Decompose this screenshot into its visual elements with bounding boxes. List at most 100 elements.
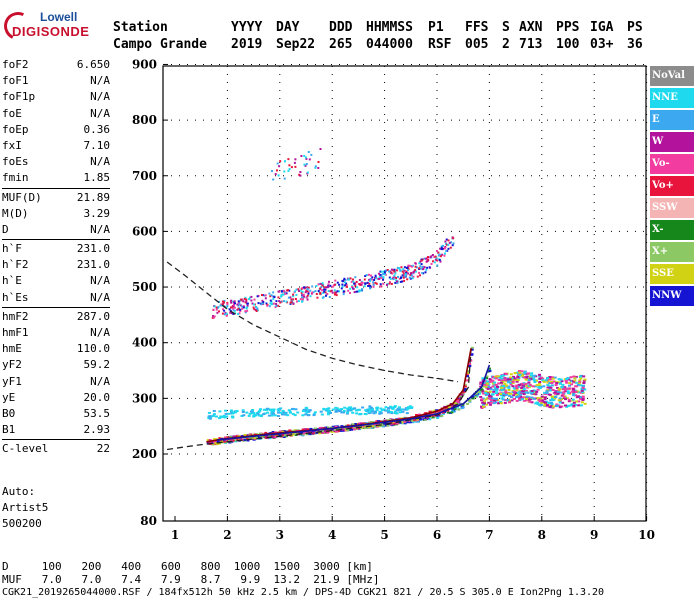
echo-point — [538, 381, 542, 383]
echo-point — [301, 287, 304, 289]
echo-point — [235, 410, 239, 412]
echo-point — [326, 431, 330, 434]
echo-point — [328, 410, 332, 413]
echo-point — [218, 417, 222, 420]
echo-point — [565, 405, 569, 408]
echo-point — [418, 271, 421, 274]
echo-point — [390, 268, 393, 271]
echo-point — [444, 252, 446, 255]
echo-point — [223, 440, 227, 443]
echo-point — [378, 425, 382, 428]
echo-point — [572, 401, 576, 404]
param-key: hmF2 — [2, 309, 29, 323]
echo-point — [388, 276, 391, 279]
param-row: foF2 6.650 — [2, 57, 110, 73]
echo-point — [581, 386, 585, 389]
echo-point — [523, 399, 526, 402]
echo-point — [299, 298, 302, 301]
echo-point — [280, 294, 283, 296]
echo-point — [294, 290, 296, 293]
echo-point — [230, 301, 233, 304]
legend-e-entry: E — [650, 110, 694, 130]
echo-point — [402, 274, 405, 277]
echo-point — [393, 412, 397, 414]
echo-point — [387, 407, 391, 409]
echo-point — [569, 404, 573, 407]
echo-point — [479, 385, 483, 388]
param-value: 21.89 — [76, 190, 110, 204]
echo-point — [216, 443, 219, 445]
param-row: foEs N/A — [2, 154, 110, 170]
echo-point — [307, 410, 311, 413]
echo-point — [269, 299, 272, 302]
echo-point — [466, 375, 469, 378]
echo-point — [568, 384, 571, 387]
echo-point — [360, 281, 363, 284]
echo-point — [335, 291, 338, 294]
echo-point — [276, 408, 280, 411]
echo-point — [225, 312, 228, 315]
echo-point — [303, 428, 307, 431]
echo-point — [409, 274, 412, 276]
echo-point — [438, 259, 441, 261]
echo-point — [389, 270, 392, 273]
echo-point — [572, 392, 576, 395]
param-row: hmF2 287.0 — [2, 309, 110, 325]
echo-point — [271, 170, 273, 173]
echo-point — [229, 409, 233, 412]
echo-point — [491, 397, 495, 400]
echo-point — [488, 370, 492, 373]
echo-point — [528, 400, 532, 403]
echo-point — [426, 266, 429, 269]
echo-point — [471, 395, 475, 398]
echo-point — [538, 375, 542, 378]
digisonde-logo: Lowell DIGISONDE — [0, 8, 94, 44]
echo-point — [557, 387, 561, 390]
echo-point — [242, 306, 245, 309]
echo-point — [372, 285, 375, 288]
y-tick-label: 900 — [132, 57, 157, 71]
echo-point — [306, 294, 309, 297]
echo-point — [309, 427, 313, 430]
echo-point — [392, 269, 395, 272]
echo-point — [373, 425, 377, 428]
echo-point — [450, 241, 453, 244]
echo-point — [248, 436, 252, 439]
header-row2-7: 2 — [502, 37, 510, 52]
echo-point — [334, 291, 337, 294]
echo-point — [208, 417, 212, 420]
echo-point — [401, 274, 404, 277]
echo-point — [419, 260, 422, 263]
echo-point — [471, 397, 475, 400]
echo-point — [492, 390, 496, 393]
echo-point — [259, 408, 262, 411]
param-separator — [2, 239, 110, 241]
echo-point — [499, 377, 503, 380]
echo-point — [286, 433, 290, 436]
echo-point — [477, 391, 481, 394]
echo-point — [465, 374, 469, 377]
echo-point — [563, 390, 567, 393]
echo-point — [277, 296, 280, 299]
echo-point — [341, 428, 345, 431]
echo-point — [246, 439, 250, 442]
echo-point — [311, 285, 314, 288]
echo-point — [232, 312, 235, 315]
echo-point — [217, 306, 220, 309]
echo-point — [265, 302, 268, 305]
echo-cloud — [206, 148, 587, 446]
echo-point — [320, 413, 324, 416]
echo-point — [396, 280, 398, 283]
echo-point — [405, 412, 409, 415]
echo-point — [261, 299, 264, 302]
echo-point — [286, 414, 290, 417]
echo-point — [322, 292, 325, 294]
echo-point — [352, 278, 354, 281]
echo-point — [287, 289, 289, 292]
echo-point — [395, 409, 399, 412]
echo-point — [279, 301, 282, 304]
echo-point — [548, 406, 552, 409]
echo-point — [578, 379, 582, 382]
echo-point — [545, 392, 549, 394]
echo-point — [422, 268, 425, 271]
